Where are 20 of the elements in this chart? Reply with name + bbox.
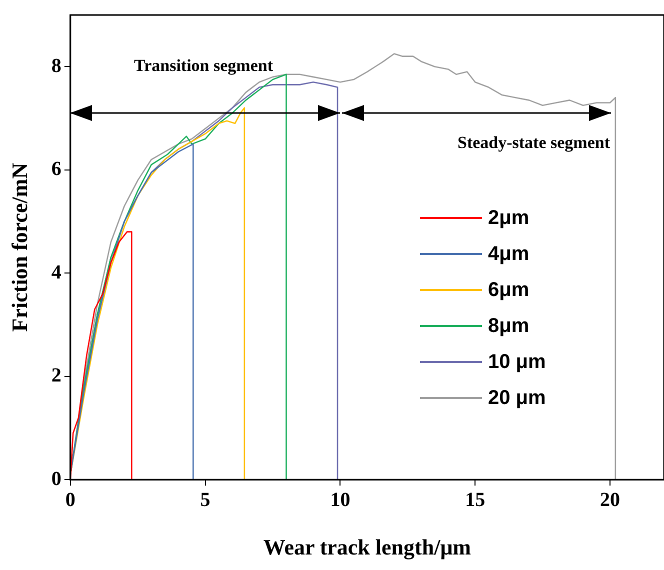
y-axis-title: Friction force/mN	[6, 162, 32, 332]
legend-label: 10 μm	[488, 350, 546, 374]
y-tick-label: 8	[51, 54, 62, 77]
x-tick-label: 10	[330, 488, 350, 511]
legend-label: 2μm	[488, 206, 530, 230]
y-tick-label: 2	[51, 364, 62, 387]
y-tick-label: 4	[51, 261, 62, 284]
annotation: Transition segment	[134, 56, 273, 76]
y-tick-label: 6	[51, 158, 62, 180]
legend-label: 20 μm	[488, 386, 546, 410]
x-tick-label: 15	[465, 488, 486, 511]
x-tick-label: 0	[65, 488, 76, 511]
x-tick-label: 20	[600, 488, 620, 511]
legend-label: 4μm	[488, 242, 530, 266]
x-axis-title: Wear track length/μm	[263, 534, 471, 560]
y-tick-label: 0	[51, 468, 62, 490]
annotation: Steady-state segment	[458, 133, 610, 153]
legend-label: 8μm	[488, 314, 530, 338]
x-tick-label: 5	[200, 488, 210, 511]
legend-label: 6μm	[488, 278, 530, 302]
